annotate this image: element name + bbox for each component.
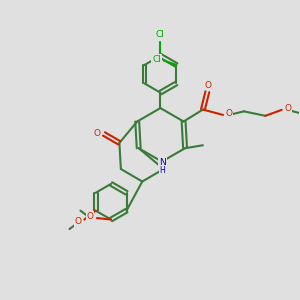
- Text: N: N: [159, 158, 166, 167]
- Text: O: O: [87, 212, 94, 221]
- Text: O: O: [74, 218, 81, 226]
- Text: O: O: [205, 81, 212, 90]
- Text: O: O: [94, 129, 101, 138]
- Text: O: O: [226, 109, 232, 118]
- Text: Cl: Cl: [156, 31, 165, 40]
- Text: Cl: Cl: [152, 55, 161, 64]
- Text: H: H: [160, 166, 165, 175]
- Text: O: O: [284, 104, 291, 113]
